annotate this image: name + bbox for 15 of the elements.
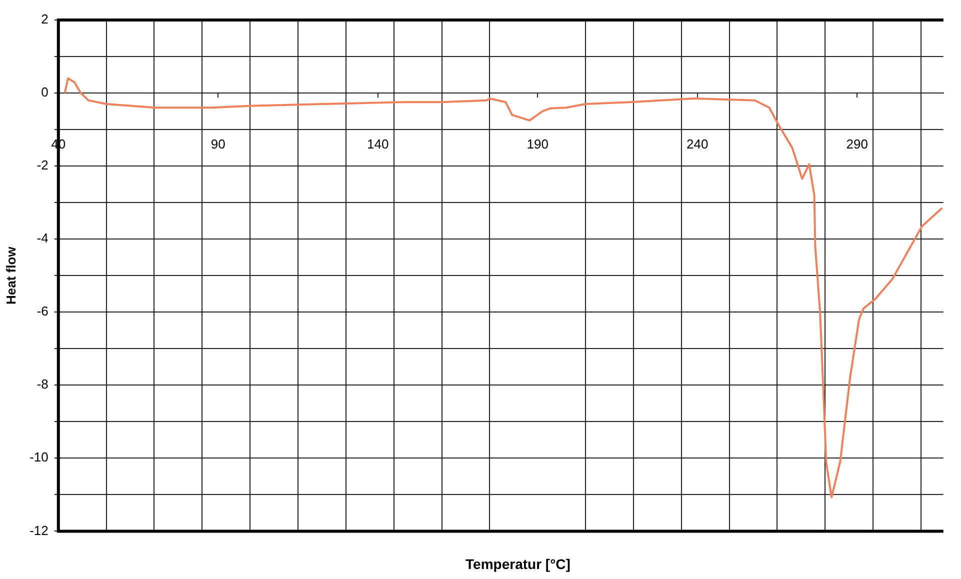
x-tick-label: 290: [846, 136, 868, 152]
y-axis-title: Heat flow: [3, 246, 18, 304]
y-tick-label: -2: [36, 158, 48, 173]
y-tick-label: -8: [36, 376, 48, 392]
y-tick-label: -6: [36, 304, 48, 319]
x-tick-label: 90: [210, 136, 226, 152]
x-tick-label: 140: [367, 136, 389, 152]
x-axis-title: Temperatur [°C]: [464, 556, 572, 572]
y-tick-label: -10: [30, 450, 48, 465]
y-tick-label: 2: [41, 12, 48, 27]
x-tick-label: 240: [686, 136, 708, 152]
y-tick-label: -4: [36, 230, 48, 246]
y-tick-label: -12: [30, 522, 48, 538]
x-tick-label: 190: [526, 136, 548, 152]
y-tick-label: 0: [41, 84, 48, 100]
